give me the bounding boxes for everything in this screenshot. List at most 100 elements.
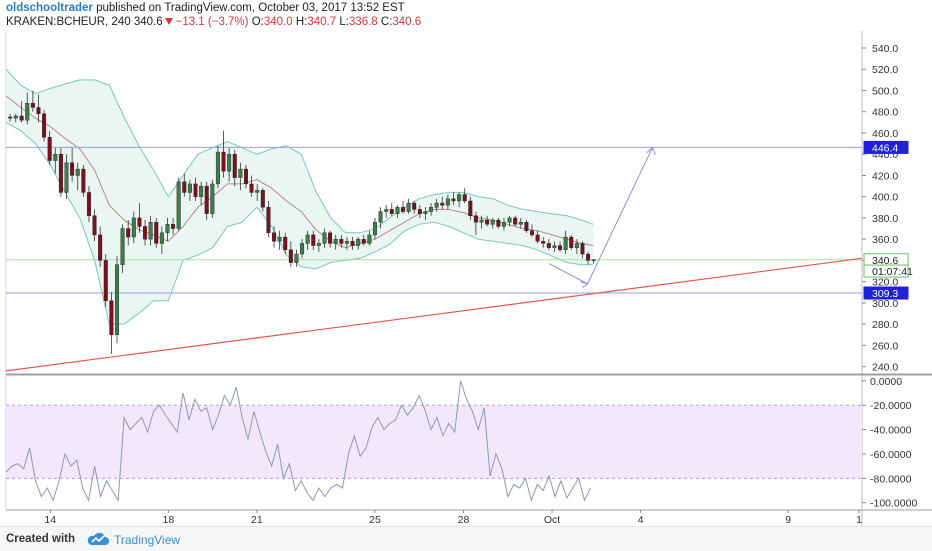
tradingview-brand-link[interactable]: TradingView	[114, 533, 181, 547]
candle-body	[283, 236, 288, 250]
price-axis-label: 540.0	[872, 43, 898, 55]
candle-body	[501, 221, 506, 227]
bollinger-band-fill	[6, 69, 594, 325]
published-text: published on TradingView.com, October 03…	[96, 2, 405, 14]
candle-body	[574, 243, 579, 248]
candle-body	[378, 211, 383, 223]
candle-body	[187, 183, 192, 193]
candle-body	[384, 209, 389, 212]
created-with-label: Created with	[6, 533, 76, 545]
open-label: O:	[251, 16, 264, 28]
price-axis-label: 480.0	[872, 107, 898, 119]
candle-body	[176, 181, 181, 229]
candle-body	[563, 236, 568, 250]
candle-body	[120, 228, 125, 265]
candle-body	[524, 221, 529, 231]
price-axis-label: 260.0	[872, 340, 898, 352]
candle-body	[221, 151, 226, 172]
candle-body	[272, 232, 277, 242]
candle-body	[243, 168, 248, 185]
candle-body	[64, 162, 69, 193]
candle-body	[232, 154, 237, 178]
candle-body	[210, 183, 215, 214]
tradingview-cloud-icon	[87, 532, 109, 545]
candle-body	[199, 185, 204, 197]
price-badge	[863, 264, 909, 278]
candle-body	[86, 192, 91, 217]
candle-body	[305, 234, 310, 244]
candle-body	[412, 202, 417, 210]
candle-body	[131, 217, 136, 238]
down-arrow-icon	[164, 18, 173, 25]
candle-body	[154, 221, 159, 244]
candle-body	[171, 224, 176, 229]
candle-body	[586, 253, 591, 261]
candle-body	[591, 259, 596, 261]
candle-body	[143, 226, 148, 240]
chart-canvas[interactable]: 540.0520.0500.0480.0460.0440.0420.0400.0…	[0, 0, 932, 526]
candle-body	[193, 183, 198, 197]
oscillator-band	[6, 405, 862, 479]
candle-body	[372, 221, 377, 236]
candle-body	[75, 168, 80, 176]
price-axis-label: 500.0	[872, 85, 898, 97]
candle-body	[401, 207, 406, 212]
price-badge-label: 446.4	[872, 142, 898, 154]
price-axis-label: 300.0	[872, 298, 898, 310]
candle-body	[558, 245, 563, 250]
candle-body	[580, 243, 585, 255]
price-axis-label: 520.0	[872, 64, 898, 76]
publish-line: oldschooltrader published on TradingView…	[6, 2, 405, 14]
candle-body	[159, 232, 164, 244]
candle-body	[266, 207, 271, 234]
high-label: H:	[295, 16, 308, 28]
candle-body	[137, 217, 142, 227]
author-link[interactable]: oldschooltrader	[6, 2, 93, 14]
candle-body	[260, 190, 265, 208]
time-axis-label: 28	[458, 514, 470, 526]
candle-body	[395, 207, 400, 214]
time-axis-label: 4	[638, 514, 644, 526]
price-axis-label: 320.0	[872, 277, 898, 289]
candle-body	[350, 241, 355, 246]
candle-body	[434, 202, 439, 208]
candle-body	[535, 234, 540, 242]
candle-body	[429, 207, 434, 212]
bollinger-lower-line	[5, 121, 594, 325]
candle-body	[70, 162, 75, 176]
candle-body	[457, 194, 462, 202]
projection-arrowhead	[646, 147, 656, 156]
price-badge-label: 340.6	[872, 255, 898, 267]
candle-body	[36, 107, 41, 115]
candle-body	[316, 243, 321, 246]
candle-body	[440, 202, 445, 206]
candle-body	[255, 190, 260, 193]
candle-body	[507, 217, 512, 223]
candle-body	[238, 168, 243, 178]
price-badge-label: 309.3	[872, 288, 898, 300]
candle-body	[546, 243, 551, 248]
candle-body	[569, 236, 574, 248]
oscillator-axis-label: -80.0000	[870, 473, 912, 485]
candle-body	[339, 238, 344, 244]
candle-body	[423, 211, 428, 214]
low-label: L:	[339, 16, 349, 28]
candle-body	[518, 221, 523, 225]
price-badge-label: 01:07:41	[872, 266, 913, 278]
candle-body	[294, 253, 299, 263]
time-axis-label: 18	[163, 514, 175, 526]
low-value: 336.8	[348, 16, 378, 28]
high-value: 340.7	[307, 16, 337, 28]
candle-body	[322, 232, 327, 244]
candle-body	[277, 236, 282, 242]
candle-body	[333, 238, 338, 244]
symbol-label: KRAKEN:BCHEUR, 240	[6, 16, 131, 28]
candle-body	[109, 300, 114, 335]
chart-header: oldschooltrader published on TradingView…	[0, 0, 932, 30]
footer-bar: Created with TradingView	[0, 526, 932, 551]
bollinger-upper-line	[5, 68, 594, 234]
symbol-line: KRAKEN:BCHEUR, 240 340.6 −13.1 (−3.7%) O:…	[6, 16, 421, 28]
candle-body	[451, 198, 456, 202]
candle-body	[81, 168, 86, 193]
candle-body	[389, 209, 394, 214]
